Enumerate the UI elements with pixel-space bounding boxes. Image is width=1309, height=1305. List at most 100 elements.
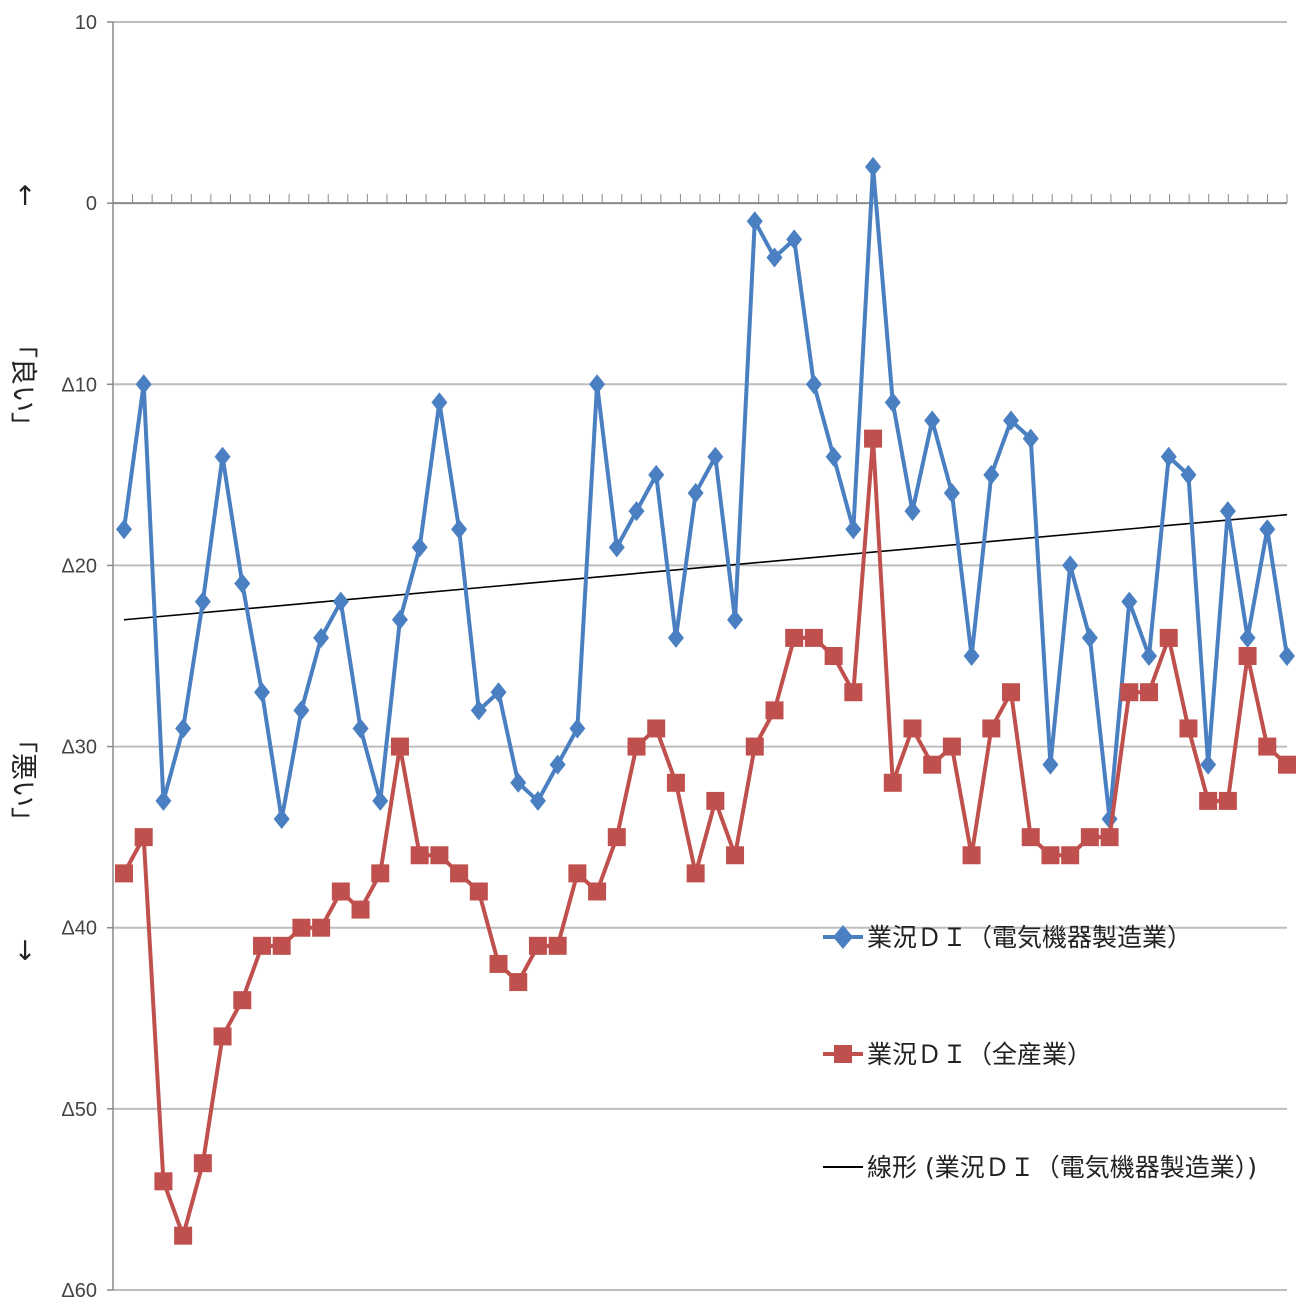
electrical-machinery-point (1022, 428, 1039, 449)
electrical-machinery-point (1259, 519, 1276, 540)
legend-label-electrical-machinery: 業況ＤＩ（電気機器製造業） (867, 923, 1192, 952)
all-industries-point (844, 683, 863, 702)
electrical-machinery-point (313, 627, 330, 648)
electrical-machinery-point (648, 464, 665, 485)
all-industries-point (1041, 846, 1060, 865)
series-all-industries (115, 429, 1296, 1245)
electrical-machinery-point (746, 211, 763, 232)
all-industries-point (193, 1154, 212, 1173)
all-industries-point (706, 791, 725, 810)
electrical-machinery-point (983, 464, 1000, 485)
all-industries-point (666, 773, 685, 792)
all-industries-point (469, 882, 488, 901)
all-industries-point (489, 954, 508, 973)
y-tick-label: 0 (86, 193, 97, 215)
electrical-machinery-point (786, 229, 803, 250)
all-industries-point (1140, 683, 1159, 702)
electrical-machinery-point (510, 772, 527, 793)
all-industries-point (1218, 791, 1237, 810)
all-industries-point (686, 864, 705, 883)
all-industries-point (1120, 683, 1139, 702)
all-industries-point (568, 864, 587, 883)
electrical-machinery-point (904, 501, 921, 522)
trend-line (123, 513, 1288, 621)
electrical-machinery-point (589, 374, 606, 395)
all-industries-point (213, 1027, 232, 1046)
all-industries-point (588, 882, 607, 901)
legend: 業況ＤＩ（電気機器製造業） 業況ＤＩ（全産業） 線形 (業況ＤＩ（電気機器製造業… (823, 923, 1257, 1182)
all-industries-point (1258, 737, 1277, 756)
all-industries-point (726, 846, 745, 865)
side-label: ↑ 「良い」 「悪い」 ↓ (7, 181, 38, 967)
all-industries-point (252, 936, 271, 955)
electrical-machinery-point (608, 537, 625, 558)
electrical-machinery-point (411, 537, 428, 558)
good-label: 「良い」 (7, 331, 38, 439)
electrical-machinery-point (943, 482, 960, 503)
electrical-machinery-point (490, 682, 507, 703)
all-industries-point (785, 628, 804, 647)
all-industries-point (115, 864, 133, 883)
all-industries-point (1061, 846, 1080, 865)
all-industries-point (1179, 719, 1198, 738)
electrical-machinery-point (1279, 646, 1295, 666)
all-industries-point (1100, 828, 1119, 847)
electrical-machinery-point (845, 519, 862, 540)
bad-label: 「悪い」 (7, 726, 38, 834)
electrical-machinery-point (391, 609, 408, 630)
electrical-machinery-point (529, 790, 546, 811)
legend-label-trendline: 線形 (業況ＤＩ（電気機器製造業）) (867, 1153, 1257, 1182)
all-industries-point (765, 701, 784, 720)
electrical-machinery-point (332, 591, 349, 612)
electrical-machinery-point (1121, 591, 1138, 612)
electrical-machinery-point (766, 247, 783, 268)
electrical-machinery-point (963, 646, 980, 666)
series-electrical-machinery (116, 156, 1295, 830)
electrical-machinery-point (1042, 754, 1059, 775)
up-arrow-label: ↑ (14, 181, 37, 212)
electrical-machinery-point (1200, 754, 1217, 775)
all-industries-point (647, 719, 666, 738)
electrical-machinery-point (451, 519, 468, 540)
all-industries-point (509, 973, 528, 992)
electrical-machinery-point (687, 482, 704, 503)
electrical-machinery-point (155, 790, 172, 811)
electrical-machinery-point (273, 809, 290, 830)
legend-label-all-industries: 業況ＤＩ（全産業） (867, 1040, 1092, 1069)
all-industries-point (371, 864, 390, 883)
all-industries-point (1238, 647, 1257, 665)
electrical-machinery-point (253, 682, 270, 703)
electrical-machinery-point (1003, 410, 1020, 431)
all-industries-point (903, 719, 922, 738)
legend-item-trendline: 線形 (業況ＤＩ（電気機器製造業）) (823, 1153, 1257, 1182)
all-industries-point (1002, 683, 1021, 702)
all-industries-point (528, 936, 547, 955)
all-industries-point (824, 647, 843, 665)
electrical-machinery-point (470, 700, 487, 721)
y-tick-label: Δ50 (61, 1099, 97, 1121)
down-arrow-label: ↓ (14, 936, 37, 967)
all-industries-point (351, 900, 370, 919)
all-industries-point (1021, 828, 1040, 847)
all-industries-point (1278, 755, 1296, 774)
y-tick-label: Δ20 (61, 555, 97, 577)
all-industries-point (134, 828, 153, 847)
electrical-machinery-point (194, 591, 211, 612)
electrical-machinery-point (884, 392, 901, 413)
electrical-machinery-point (431, 392, 448, 413)
electrical-machinery-point (1141, 646, 1158, 666)
electrical-machinery-point (175, 718, 192, 739)
legend-item-all-industries: 業況ＤＩ（全産業） (823, 1040, 1092, 1069)
all-industries-point (548, 936, 567, 955)
electrical-machinery-point (372, 790, 389, 811)
electrical-machinery-point (135, 374, 152, 395)
electrical-machinery-point (1062, 555, 1079, 576)
all-industries-point (154, 1172, 173, 1191)
electrical-machinery-point (293, 700, 310, 721)
electrical-machinery-point (628, 501, 645, 522)
electrical-machinery-point (727, 609, 744, 630)
electrical-machinery-point (352, 718, 369, 739)
electrical-machinery-point (667, 627, 684, 648)
all-industries-point (864, 429, 883, 448)
